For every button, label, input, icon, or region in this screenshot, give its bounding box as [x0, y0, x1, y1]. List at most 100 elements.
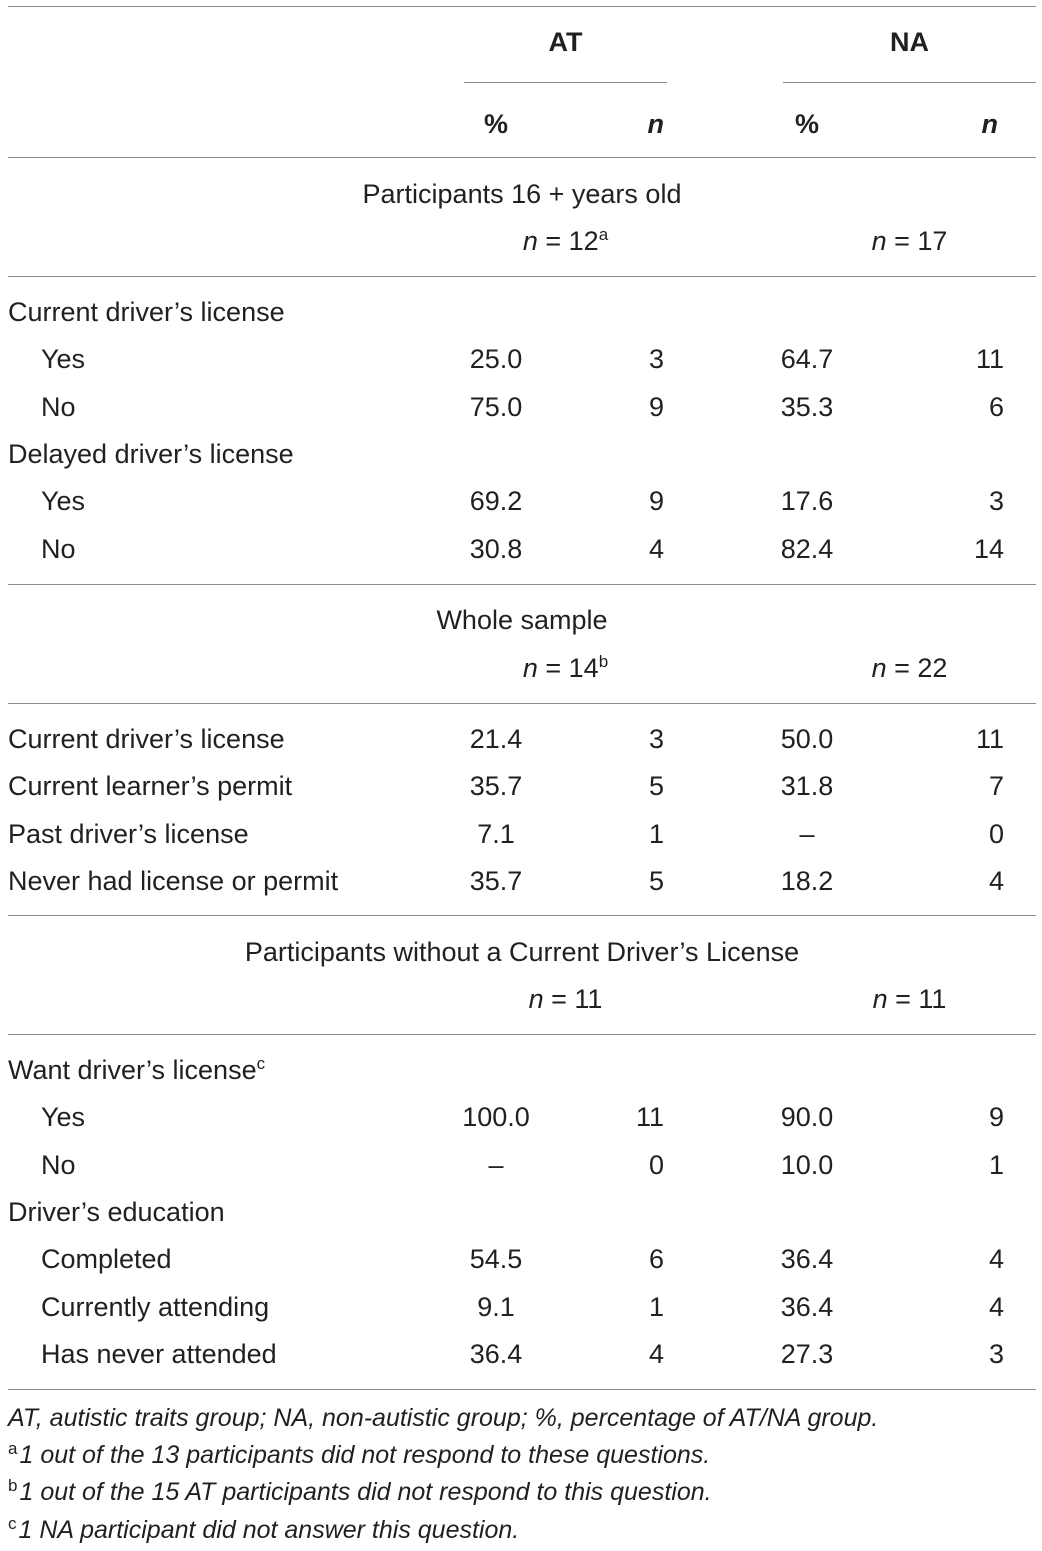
cell-at-n: 5 [648, 771, 664, 801]
cell-at-pct: – [488, 1150, 504, 1180]
section-bottom-rule [8, 915, 1036, 916]
cell-na-pct: 35.3 [780, 392, 834, 422]
row-label: Never had license or permit [8, 866, 339, 896]
cell-at-pct: 35.7 [469, 866, 523, 896]
cell-na-n: 3 [988, 1339, 1004, 1369]
cell-at-pct: 9.1 [477, 1292, 515, 1322]
col-header-na-pct: % [794, 109, 819, 139]
cell-na-n: 14 [973, 534, 1004, 564]
row-label: Want driver’s licensec [8, 1054, 266, 1085]
row-label: Yes [41, 486, 86, 516]
footnote-b-text: 1 out of the 15 AT participants did not … [19, 1478, 712, 1506]
cell-na-n: 3 [988, 486, 1004, 516]
na-group-underline [783, 82, 1036, 83]
row-label: Delayed driver’s license [8, 439, 294, 469]
group-header-na: NA [890, 27, 929, 57]
row-label: Current learner’s permit [8, 771, 293, 801]
cell-na-pct: 17.6 [780, 486, 834, 516]
footnote-c-mark: c [8, 1513, 17, 1533]
cell-na-pct: 27.3 [780, 1339, 834, 1369]
cell-na-n: 11 [975, 344, 1004, 374]
at-group-underline [464, 82, 667, 83]
section-n-at: n = 11 [528, 984, 603, 1014]
row-label: Yes [41, 344, 86, 374]
row-label: Past driver’s license [8, 819, 249, 849]
cell-at-n: 5 [648, 866, 664, 896]
cell-na-pct: 90.0 [780, 1102, 834, 1132]
cell-at-n: 9 [648, 392, 664, 422]
cell-at-pct: 7.1 [477, 819, 515, 849]
cell-na-n: 9 [988, 1102, 1004, 1132]
cell-na-n: 4 [988, 1292, 1004, 1322]
cell-at-pct: 30.8 [469, 534, 523, 564]
cell-na-n: 7 [988, 771, 1004, 801]
cell-at-n: 4 [648, 534, 664, 564]
row-label: Completed [41, 1244, 172, 1274]
section-header-rule [8, 1034, 1036, 1035]
cell-at-n: 3 [648, 344, 664, 374]
footnote-c: c1 NA participant did not answer this qu… [8, 1515, 519, 1545]
footnote-a: a1 out of the 13 participants did not re… [8, 1440, 710, 1470]
footnote-a-mark: a [8, 1438, 18, 1458]
cell-na-pct: 50.0 [780, 724, 834, 754]
cell-na-pct: 18.2 [780, 866, 834, 896]
section-title: Participants without a Current Driver’s … [244, 937, 800, 967]
cell-at-n: 1 [648, 819, 664, 849]
cell-at-n: 1 [648, 1292, 664, 1322]
row-label: No [41, 534, 76, 564]
row-label: Current driver’s license [8, 724, 285, 754]
footnote-c-text: 1 NA participant did not answer this que… [18, 1516, 520, 1544]
section-title: Whole sample [436, 605, 608, 635]
footnote-abbreviations: AT, autistic traits group; NA, non-autis… [8, 1404, 879, 1432]
footnote-marker: c [256, 1054, 266, 1073]
col-header-at-n: n [647, 109, 665, 139]
cell-at-pct: 35.7 [469, 771, 523, 801]
row-label: Driver’s education [8, 1197, 225, 1227]
cell-at-n: 4 [648, 1339, 664, 1369]
cell-at-pct: 21.4 [469, 724, 523, 754]
section-title: Participants 16 + years old [362, 179, 682, 209]
section-n-na: n = 22 [871, 653, 948, 683]
table-bottom-rule [8, 1389, 1036, 1390]
cell-na-n: 6 [988, 392, 1004, 422]
row-label: Currently attending [41, 1292, 270, 1322]
section-n-na: n = 11 [872, 984, 947, 1014]
cell-na-n: 1 [988, 1150, 1004, 1180]
cell-na-n: 0 [988, 819, 1004, 849]
cell-at-pct: 100.0 [462, 1102, 530, 1132]
footnote-a-text: 1 out of the 13 participants did not res… [19, 1441, 711, 1469]
section-header-rule [8, 703, 1036, 704]
cell-na-pct: – [799, 819, 815, 849]
cell-na-pct: 82.4 [780, 534, 834, 564]
cell-at-pct: 69.2 [469, 486, 523, 516]
col-header-at-pct: % [483, 109, 508, 139]
cell-at-pct: 75.0 [469, 392, 523, 422]
cell-at-n: 9 [648, 486, 664, 516]
cell-at-n: 11 [635, 1102, 664, 1132]
cell-na-pct: 10.0 [780, 1150, 834, 1180]
cell-at-pct: 54.5 [469, 1244, 523, 1274]
cell-na-pct: 31.8 [780, 771, 834, 801]
cell-at-n: 0 [648, 1150, 664, 1180]
row-label: No [41, 392, 76, 422]
col-header-na-n: n [981, 109, 999, 139]
cell-na-pct: 36.4 [780, 1292, 834, 1322]
cell-na-n: 11 [975, 724, 1004, 754]
section-bottom-rule [8, 584, 1036, 585]
cell-at-n: 6 [648, 1244, 664, 1274]
cell-na-pct: 64.7 [780, 344, 834, 374]
row-label: Current driver’s license [8, 297, 285, 327]
cell-at-pct: 36.4 [469, 1339, 523, 1369]
cell-at-pct: 25.0 [469, 344, 523, 374]
cell-na-n: 4 [988, 1244, 1004, 1274]
section-header-rule [8, 276, 1036, 277]
section-n-at: n = 14b [522, 652, 609, 683]
top-rule [8, 6, 1036, 7]
group-header-at: AT [548, 27, 583, 57]
footnote-marker: a [598, 225, 609, 244]
section-n-at: n = 12a [522, 225, 609, 256]
row-label: Yes [41, 1102, 86, 1132]
cell-at-n: 3 [648, 724, 664, 754]
footnote-b-mark: b [8, 1475, 18, 1495]
